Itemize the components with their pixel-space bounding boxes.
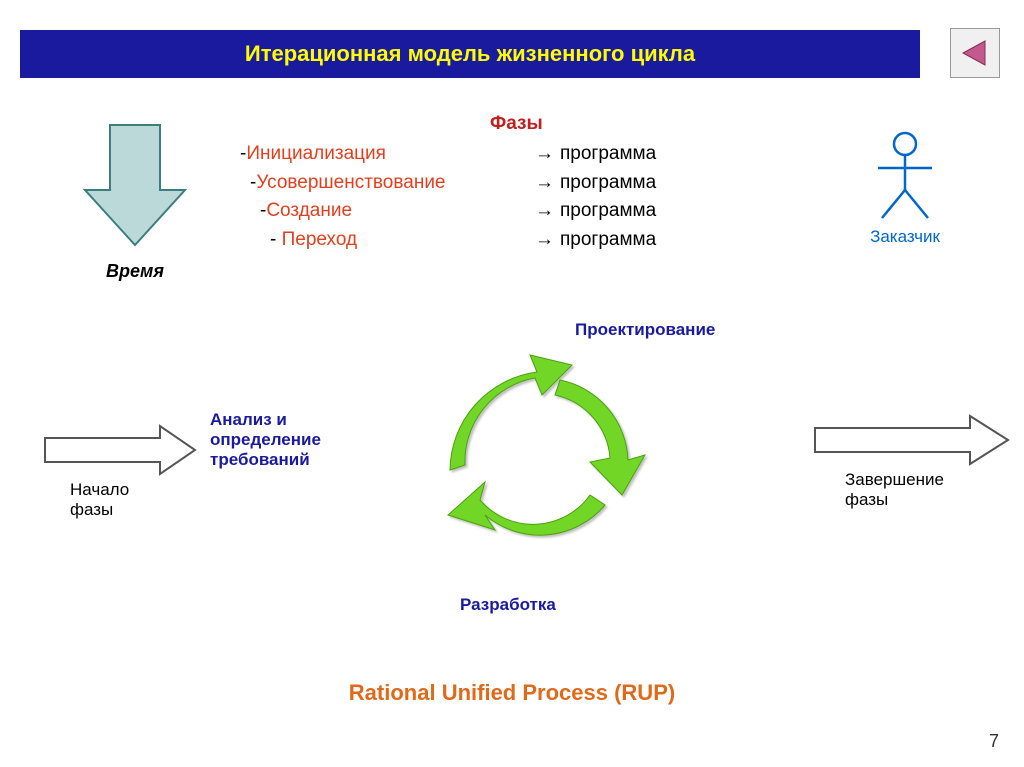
phase-row: -Создание → программа: [240, 197, 446, 226]
phase-row: -Усовершенствование → программа: [240, 169, 446, 198]
right-arrow-icon: [40, 420, 200, 480]
time-arrow: Время: [80, 120, 190, 282]
cycle-diagram: Началофазы Завершениефазы Проектирование…: [0, 320, 1024, 670]
customer-label: Заказчик: [870, 227, 940, 247]
phases-header: Фазы: [490, 113, 543, 135]
development-label: Разработка: [460, 595, 556, 615]
title-bar: Итерационная модель жизненного цикла: [20, 30, 920, 78]
triangle-left-icon: [960, 38, 990, 68]
phase-row: -Инициализация → программа: [240, 140, 446, 169]
design-label: Проектирование: [575, 320, 715, 340]
stick-figure-icon: [870, 130, 940, 220]
analysis-label: Анализ и определение требований: [210, 410, 380, 470]
cycle-arrows-icon: [390, 310, 690, 610]
footer-text: Rational Unified Process (RUP): [0, 680, 1024, 706]
phase-start-label: Началофазы: [70, 480, 129, 520]
phase-end-label: Завершениефазы: [845, 470, 944, 510]
right-arrow-icon: [810, 410, 1010, 470]
down-arrow-icon: [80, 120, 190, 250]
phase-row: - Переход → программа: [240, 226, 446, 255]
customer-figure: Заказчик: [870, 130, 940, 247]
title-text: Итерационная модель жизненного цикла: [245, 41, 695, 67]
page-number: 7: [989, 731, 999, 752]
phase-list: -Инициализация → программа -Усовершенств…: [240, 140, 446, 254]
time-label: Время: [80, 261, 190, 282]
nav-back-button[interactable]: [950, 28, 1000, 78]
